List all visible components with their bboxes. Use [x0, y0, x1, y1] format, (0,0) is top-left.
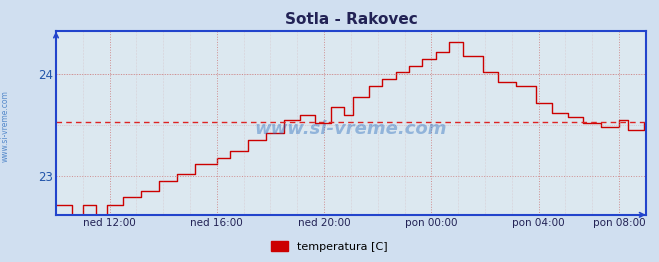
Title: Sotla - Rakovec: Sotla - Rakovec: [285, 13, 417, 28]
Text: www.si-vreme.com: www.si-vreme.com: [254, 120, 447, 138]
Legend: temperatura [C]: temperatura [C]: [267, 237, 392, 256]
Text: www.si-vreme.com: www.si-vreme.com: [1, 90, 10, 162]
